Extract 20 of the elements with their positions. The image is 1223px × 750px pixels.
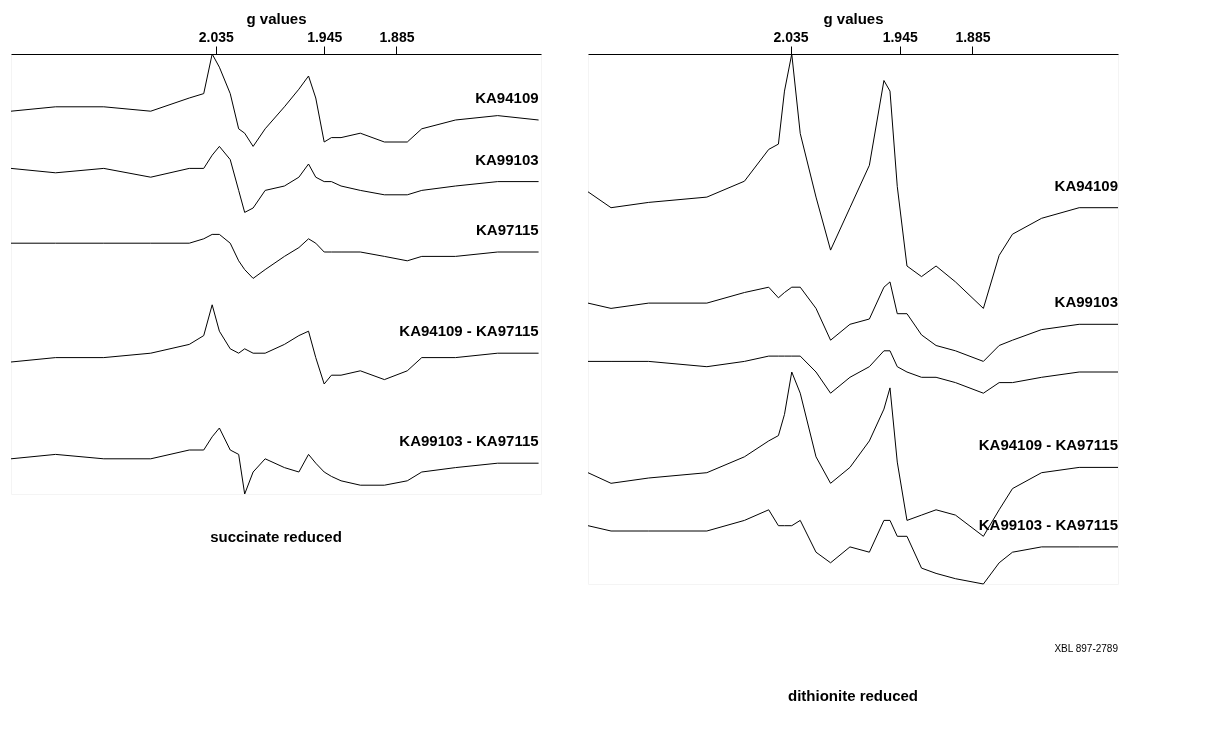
series-label: KA94109 - KA97115 (978, 436, 1118, 454)
x-axis-title: g values (823, 9, 884, 27)
x-tick-label: 1.945 (882, 28, 918, 45)
x-axis-title: g values (246, 9, 307, 27)
series-label: KA99103 - KA97115 (399, 432, 539, 450)
x-tick-label: 1.885 (379, 28, 415, 45)
series-label: KA99103 - KA97115 (978, 515, 1118, 533)
series-label: KA94109 - KA97115 (399, 322, 539, 340)
x-tick-label: 2.035 (773, 28, 809, 45)
series-label: KA99103 (475, 150, 539, 168)
text: dithionite reduced (787, 687, 919, 704)
series-label: KA94109 (475, 89, 539, 106)
text: succinate reduced (210, 527, 342, 545)
series-label: KA97115 (476, 221, 539, 238)
x-tick-label: 2.035 (198, 28, 234, 45)
x-tick-label: 1.885 (955, 28, 991, 45)
x-tick-label: 1.945 (307, 28, 343, 45)
text: XBL 897-2789 (1054, 643, 1119, 654)
series-label: KA99103 (1054, 293, 1118, 311)
series-label: KA94109 (1054, 176, 1118, 194)
